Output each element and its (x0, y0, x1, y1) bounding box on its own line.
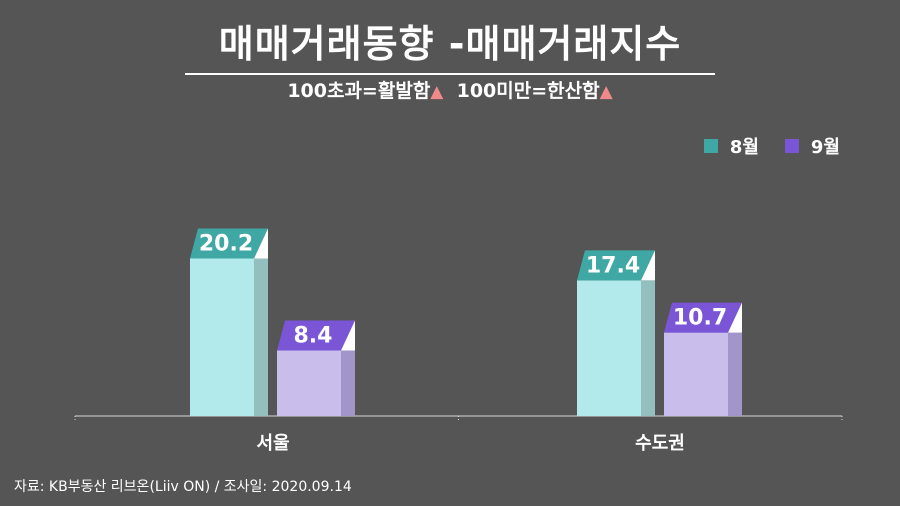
bar-capital-aug (577, 280, 641, 416)
bar-label-corner-seoul-aug (254, 228, 268, 259)
legend-swatch-sep (784, 139, 799, 153)
legend-item-sep: 9월 (784, 133, 840, 159)
bar-seoul-sep (277, 350, 341, 416)
legend-label-aug: 8월 (729, 137, 759, 158)
bar-side-seoul-sep (341, 350, 355, 416)
category-label-seoul: 서울 (256, 433, 289, 454)
legend-label-sep: 9월 (810, 137, 840, 158)
chart-subtitle: 100초과=활발함▲ 100미만=한산함▲ (185, 78, 715, 105)
bar-label-bg-seoul-aug (190, 228, 268, 259)
data-label-capital-aug: 17.4 (586, 253, 640, 278)
chart-legend: 8월 9월 (703, 133, 840, 159)
bar-label-corner-seoul-sep (341, 320, 355, 351)
source-note: 자료: KB부동산 리브온(Liiv ON) / 조사일: 2020.09.14 (14, 479, 352, 495)
triangle-up-icon: ▲ (599, 82, 613, 102)
legend-swatch-aug (703, 139, 718, 153)
subtitle-quiet-note: 100미만=한산함 (456, 80, 600, 102)
bar-label-bg-capital-aug (577, 250, 655, 281)
bar-side-capital-sep (728, 332, 742, 416)
bar-label-corner-capital-aug (641, 250, 655, 281)
bar-label-bg-seoul-sep (277, 320, 355, 351)
subtitle-active-note: 100초과=활발함 (287, 80, 431, 102)
title-underline (185, 73, 715, 75)
bar-label-bg-capital-sep (664, 302, 742, 333)
data-label-seoul-sep: 8.4 (294, 324, 333, 349)
bar-side-capital-aug (641, 280, 655, 416)
category-label-capital: 수도권 (635, 433, 685, 454)
bar-seoul-aug (190, 258, 254, 416)
bar-capital-sep (664, 332, 728, 416)
bar-label-corner-capital-sep (728, 302, 742, 333)
triangle-up-icon: ▲ (430, 82, 444, 102)
bar-side-seoul-aug (254, 258, 268, 416)
data-label-seoul-aug: 20.2 (199, 232, 253, 257)
data-label-capital-sep: 10.7 (673, 306, 727, 331)
legend-item-aug: 8월 (703, 133, 759, 159)
chart-title: 매매거래동향 -매매거래지수 (218, 22, 682, 66)
